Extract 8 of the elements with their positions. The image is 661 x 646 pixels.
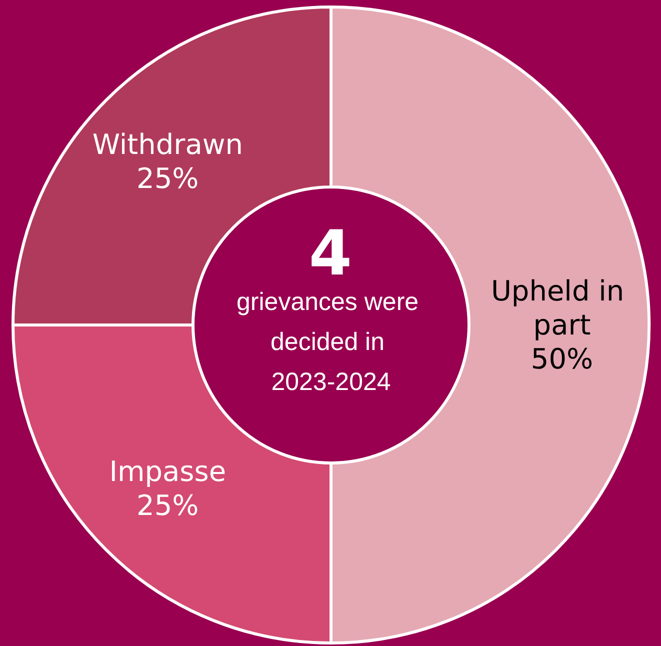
data-label: 50% (530, 342, 594, 376)
data-label: 25% (136, 488, 199, 522)
slice-label: Impasse (109, 454, 226, 488)
slice-label: Upheld in part (490, 274, 634, 342)
data-label: 25% (136, 162, 199, 196)
slice-label: Withdrawn (92, 128, 243, 162)
text: grievances were decided in 2023-2024 (236, 288, 426, 396)
text: 4 (308, 216, 352, 290)
